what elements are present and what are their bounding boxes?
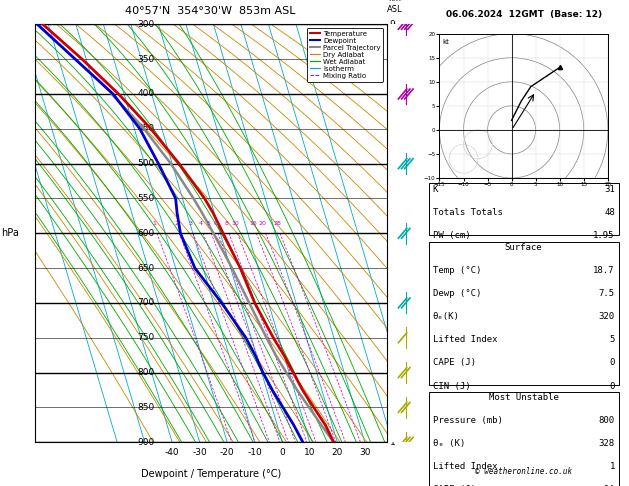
Text: 0: 0 bbox=[279, 448, 285, 457]
Text: Dewpoint / Temperature (°C): Dewpoint / Temperature (°C) bbox=[141, 469, 281, 479]
Text: km
ASL: km ASL bbox=[387, 0, 403, 14]
Text: Pressure (mb): Pressure (mb) bbox=[433, 416, 503, 425]
Text: 3: 3 bbox=[188, 221, 192, 226]
Text: -30: -30 bbox=[192, 448, 207, 457]
Text: -20: -20 bbox=[220, 448, 235, 457]
Text: CIN (J): CIN (J) bbox=[433, 382, 470, 391]
Text: K: K bbox=[433, 185, 438, 194]
Text: 18.7: 18.7 bbox=[593, 266, 615, 275]
Text: Surface: Surface bbox=[505, 243, 542, 252]
Text: 300: 300 bbox=[137, 20, 154, 29]
Text: 9: 9 bbox=[389, 20, 396, 29]
Text: 5: 5 bbox=[206, 221, 211, 226]
Text: 2: 2 bbox=[175, 221, 179, 226]
Text: Lifted Index: Lifted Index bbox=[433, 462, 497, 471]
Text: 4: 4 bbox=[198, 221, 203, 226]
Text: 6: 6 bbox=[389, 159, 396, 168]
Text: Temp (°C): Temp (°C) bbox=[433, 266, 481, 275]
Text: -40: -40 bbox=[165, 448, 179, 457]
Text: 0: 0 bbox=[610, 382, 615, 391]
Text: 500: 500 bbox=[137, 159, 154, 168]
Text: 20: 20 bbox=[331, 448, 343, 457]
Text: Most Unstable: Most Unstable bbox=[489, 393, 559, 402]
Text: 5: 5 bbox=[389, 194, 396, 203]
Text: 700: 700 bbox=[137, 298, 154, 308]
Text: 4: 4 bbox=[389, 263, 395, 273]
Legend: Temperature, Dewpoint, Parcel Trajectory, Dry Adiabat, Wet Adiabat, Isotherm, Mi: Temperature, Dewpoint, Parcel Trajectory… bbox=[307, 28, 383, 82]
Text: 1.95: 1.95 bbox=[593, 231, 615, 241]
Text: 3: 3 bbox=[389, 298, 396, 308]
Text: 800: 800 bbox=[599, 416, 615, 425]
Bar bbox=[428, 392, 619, 486]
Text: 320: 320 bbox=[599, 312, 615, 321]
Text: Mixing Ratio (g/kg): Mixing Ratio (g/kg) bbox=[411, 197, 420, 270]
Text: 600: 600 bbox=[137, 229, 154, 238]
Text: LCL: LCL bbox=[389, 351, 404, 360]
Text: 1: 1 bbox=[610, 462, 615, 471]
Bar bbox=[428, 242, 619, 385]
Text: 1: 1 bbox=[389, 438, 396, 447]
Text: 8: 8 bbox=[389, 54, 396, 64]
Text: 650: 650 bbox=[137, 263, 154, 273]
Text: 0: 0 bbox=[610, 359, 615, 367]
Bar bbox=[428, 183, 619, 235]
Text: 350: 350 bbox=[137, 54, 154, 64]
Text: 6: 6 bbox=[213, 221, 217, 226]
Text: 400: 400 bbox=[137, 89, 154, 99]
Text: θₑ (K): θₑ (K) bbox=[433, 439, 465, 448]
Text: 2: 2 bbox=[389, 368, 395, 377]
Text: 850: 850 bbox=[137, 403, 154, 412]
Text: 7: 7 bbox=[389, 89, 396, 99]
Text: 06.06.2024  12GMT  (Base: 12): 06.06.2024 12GMT (Base: 12) bbox=[445, 10, 602, 18]
Text: 900: 900 bbox=[137, 438, 154, 447]
Text: PW (cm): PW (cm) bbox=[433, 231, 470, 241]
Text: 30: 30 bbox=[359, 448, 370, 457]
Text: Lifted Index: Lifted Index bbox=[433, 335, 497, 345]
Text: 20: 20 bbox=[259, 221, 267, 226]
Text: 1: 1 bbox=[152, 221, 156, 226]
Text: 8: 8 bbox=[224, 221, 228, 226]
Text: 450: 450 bbox=[137, 124, 154, 133]
Text: 550: 550 bbox=[137, 194, 154, 203]
Text: hPa: hPa bbox=[1, 228, 19, 238]
Text: 800: 800 bbox=[137, 368, 154, 377]
Text: -10: -10 bbox=[247, 448, 262, 457]
Text: 10: 10 bbox=[231, 221, 238, 226]
Text: 40°57'N  354°30'W  853m ASL: 40°57'N 354°30'W 853m ASL bbox=[125, 6, 296, 16]
Text: 7.5: 7.5 bbox=[599, 289, 615, 298]
Text: CAPE (J): CAPE (J) bbox=[433, 359, 476, 367]
Text: θₑ(K): θₑ(K) bbox=[433, 312, 459, 321]
Text: 31: 31 bbox=[604, 185, 615, 194]
Text: 10: 10 bbox=[304, 448, 316, 457]
Text: kt: kt bbox=[443, 39, 450, 46]
Text: 48: 48 bbox=[604, 208, 615, 217]
Text: © weatheronline.co.uk: © weatheronline.co.uk bbox=[475, 468, 572, 476]
Text: Dewp (°C): Dewp (°C) bbox=[433, 289, 481, 298]
Text: 750: 750 bbox=[137, 333, 154, 342]
Text: 328: 328 bbox=[599, 439, 615, 448]
Text: 5: 5 bbox=[610, 335, 615, 345]
Text: 28: 28 bbox=[273, 221, 281, 226]
Text: 16: 16 bbox=[250, 221, 257, 226]
Text: Totals Totals: Totals Totals bbox=[433, 208, 503, 217]
